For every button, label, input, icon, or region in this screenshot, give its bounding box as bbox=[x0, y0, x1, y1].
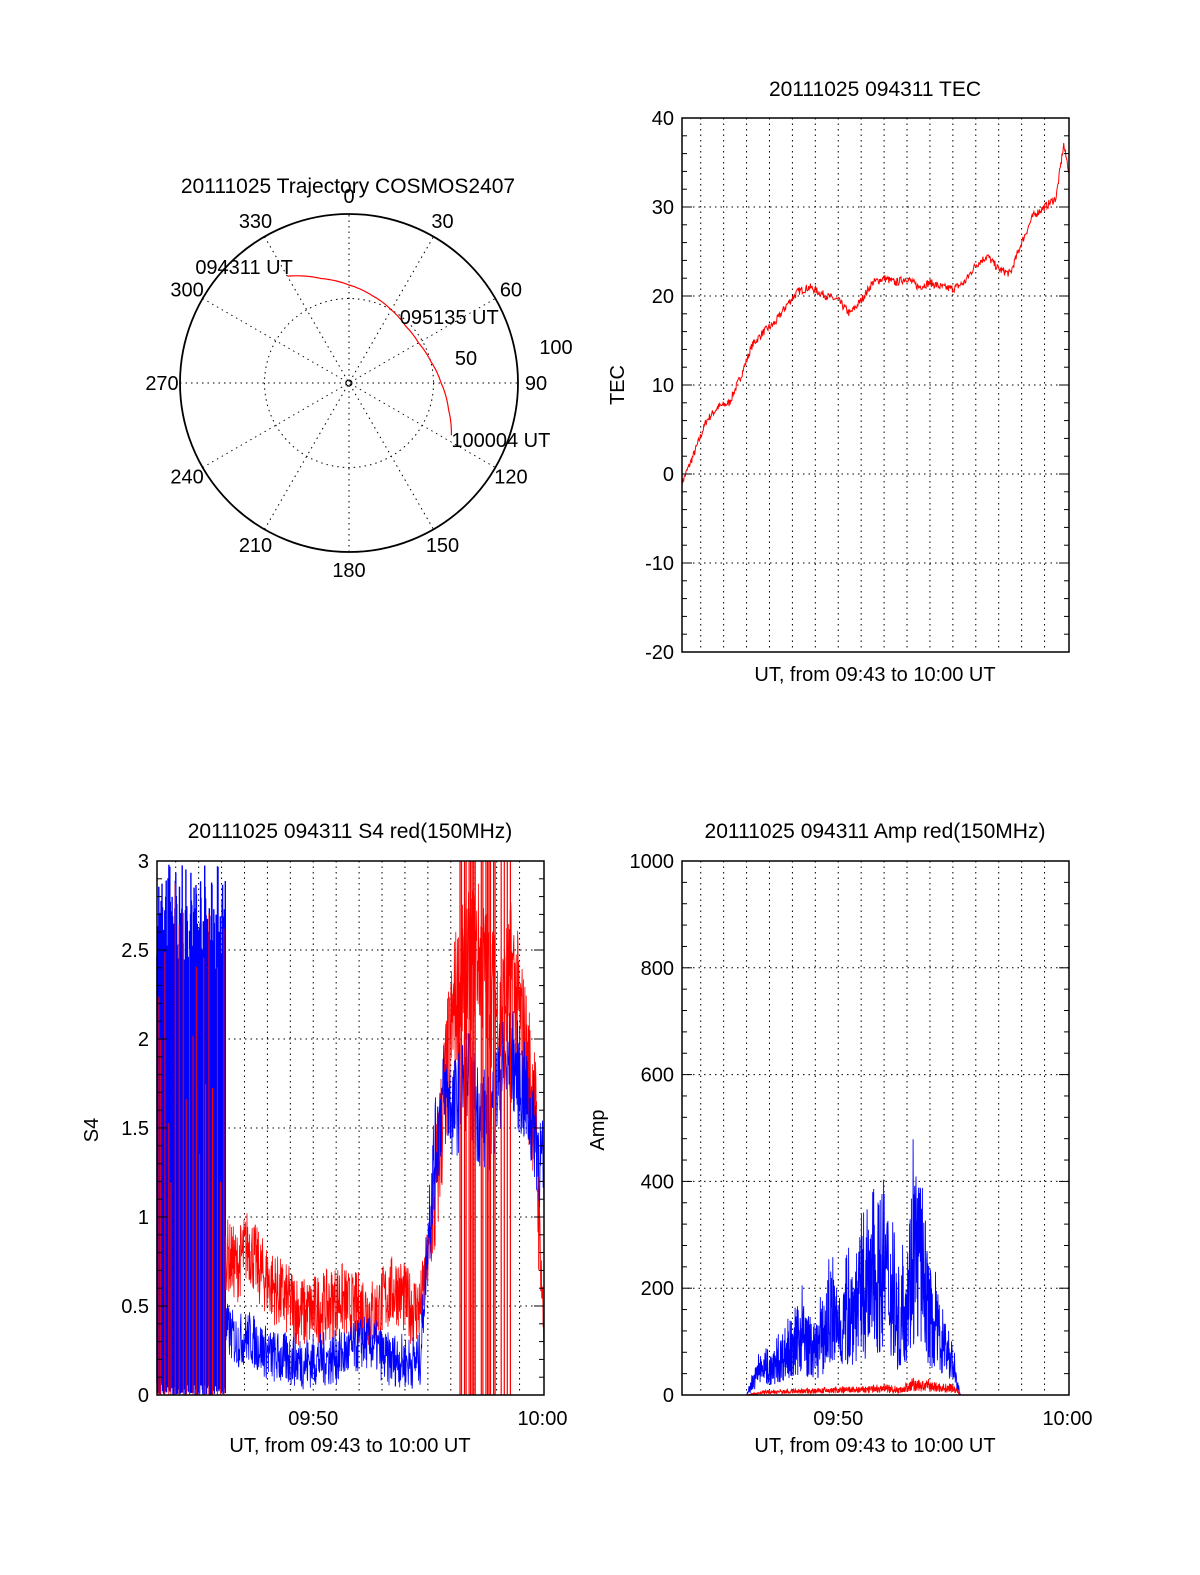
tec-ylabel: TEC bbox=[607, 365, 629, 405]
polar-annotations: 094311 UT 095135 UT 100004 UT bbox=[195, 257, 550, 452]
polar-radial-label: 100 bbox=[539, 337, 572, 359]
tec-grid bbox=[682, 118, 1069, 652]
tec-series bbox=[681, 143, 1070, 487]
x-tick-label: 10:00 bbox=[1042, 1408, 1092, 1430]
polar-angle-label: 210 bbox=[239, 535, 272, 557]
y-tick-label: 0 bbox=[138, 1385, 149, 1407]
polar-angle-label: 60 bbox=[500, 280, 522, 302]
tec-xlabel: UT, from 09:43 to 10:00 UT bbox=[754, 664, 995, 686]
amp-series bbox=[682, 1139, 1069, 1397]
polar-spoke bbox=[202, 298, 496, 468]
y-tick-label: 40 bbox=[652, 108, 674, 130]
y-tick-label: 1.5 bbox=[121, 1118, 149, 1140]
x-tick-label: 09:50 bbox=[288, 1408, 338, 1430]
polar-angle-labels: 0 30 60 90 120 150 180 210 240 270 300 330 50 100 bbox=[145, 186, 572, 582]
polar-spoke bbox=[264, 236, 434, 530]
amp-x-ticks: 09:50 10:00 bbox=[813, 1408, 1092, 1430]
s4-title: 20111025 094311 S4 red(150MHz) bbox=[188, 820, 513, 843]
amp-blue-line bbox=[682, 1139, 1069, 1396]
amp-panel: 20111025 094311 Amp red(150MHz) 0 200 400 6… bbox=[587, 820, 1093, 1457]
s4-x-ticks: 09:50 10:00 bbox=[288, 1408, 567, 1430]
s4-ylabel: S4 bbox=[81, 1118, 103, 1142]
y-tick-label: 0 bbox=[663, 1385, 674, 1407]
polar-angle-label: 180 bbox=[332, 560, 365, 582]
s4-blue-saturated bbox=[156, 864, 226, 1395]
y-tick-label: 800 bbox=[641, 958, 674, 980]
polar-angle-label: 300 bbox=[170, 280, 203, 302]
y-tick-label: 0.5 bbox=[121, 1296, 149, 1318]
y-tick-label: 200 bbox=[641, 1278, 674, 1300]
y-tick-label: -10 bbox=[645, 553, 674, 575]
polar-time-annotation: 094311 UT bbox=[195, 257, 292, 279]
amp-grid bbox=[682, 861, 1069, 1395]
amp-title: 20111025 094311 Amp red(150MHz) bbox=[705, 820, 1046, 843]
amp-y-ticks: 0 200 400 600 800 1000 bbox=[630, 851, 1069, 1407]
polar-angle-label: 150 bbox=[426, 535, 459, 557]
polar-angle-label: 0 bbox=[343, 186, 354, 208]
polar-grid bbox=[179, 213, 519, 553]
x-tick-label: 10:00 bbox=[517, 1408, 567, 1430]
y-tick-label: 3 bbox=[138, 851, 149, 873]
polar-angle-label: 330 bbox=[239, 211, 272, 233]
s4-red-spikes bbox=[158, 883, 225, 1395]
y-tick-label: 20 bbox=[652, 286, 674, 308]
y-tick-label: 10 bbox=[652, 375, 674, 397]
s4-series bbox=[156, 861, 545, 1395]
polar-angle-label: 240 bbox=[170, 467, 203, 489]
polar-angle-label: 30 bbox=[431, 211, 453, 233]
polar-trajectory bbox=[287, 275, 452, 436]
y-tick-label: 2 bbox=[138, 1029, 149, 1051]
y-tick-label: 1 bbox=[138, 1207, 149, 1229]
polar-time-annotation: 100004 UT bbox=[451, 430, 550, 452]
y-tick-label: -20 bbox=[645, 642, 674, 664]
y-tick-label: 30 bbox=[652, 197, 674, 219]
tec-panel: 20111025 094311 TEC -20 -10 0 10 20 30 40 UT, … bbox=[607, 78, 1070, 686]
polar-angle-label: 270 bbox=[145, 373, 178, 395]
polar-spoke bbox=[202, 298, 496, 468]
y-tick-label: 600 bbox=[641, 1065, 674, 1087]
s4-xlabel: UT, from 09:43 to 10:00 UT bbox=[229, 1435, 470, 1457]
x-tick-label: 09:50 bbox=[813, 1408, 863, 1430]
polar-trajectory-line bbox=[287, 275, 452, 436]
polar-angle-label: 120 bbox=[494, 467, 527, 489]
y-tick-label: 400 bbox=[641, 1171, 674, 1193]
polar-radial-label: 50 bbox=[455, 348, 477, 370]
polar-time-annotation: 095135 UT bbox=[400, 307, 499, 329]
tec-title: 20111025 094311 TEC bbox=[769, 78, 981, 101]
s4-red-line bbox=[225, 883, 545, 1348]
amp-frame bbox=[681, 860, 1070, 1396]
tec-y-ticks: -20 -10 0 10 20 30 40 bbox=[645, 108, 1069, 664]
tec-line bbox=[681, 143, 1070, 487]
amp-ylabel: Amp bbox=[587, 1109, 609, 1150]
s4-y-ticks: 0 0.5 1 1.5 2 2.5 3 bbox=[121, 851, 544, 1407]
polar-panel: 20111025 Trajectory COSMOS2407 0 30 60 90 12… bbox=[145, 175, 572, 582]
amp-red-line bbox=[682, 1377, 1069, 1397]
polar-angle-label: 90 bbox=[525, 373, 547, 395]
s4-red-late-spikes bbox=[459, 861, 511, 1395]
polar-title: 20111025 Trajectory COSMOS2407 bbox=[181, 175, 515, 198]
amp-xlabel: UT, from 09:43 to 10:00 UT bbox=[754, 1435, 995, 1457]
y-tick-label: 1000 bbox=[630, 851, 675, 873]
y-tick-label: 0 bbox=[663, 464, 674, 486]
polar-spoke bbox=[264, 236, 434, 530]
s4-blue-line bbox=[225, 1008, 545, 1390]
s4-panel: 20111025 094311 S4 red(150MHz) 0 0.5 1 1.5 2… bbox=[81, 820, 568, 1457]
y-tick-label: 2.5 bbox=[121, 940, 149, 962]
